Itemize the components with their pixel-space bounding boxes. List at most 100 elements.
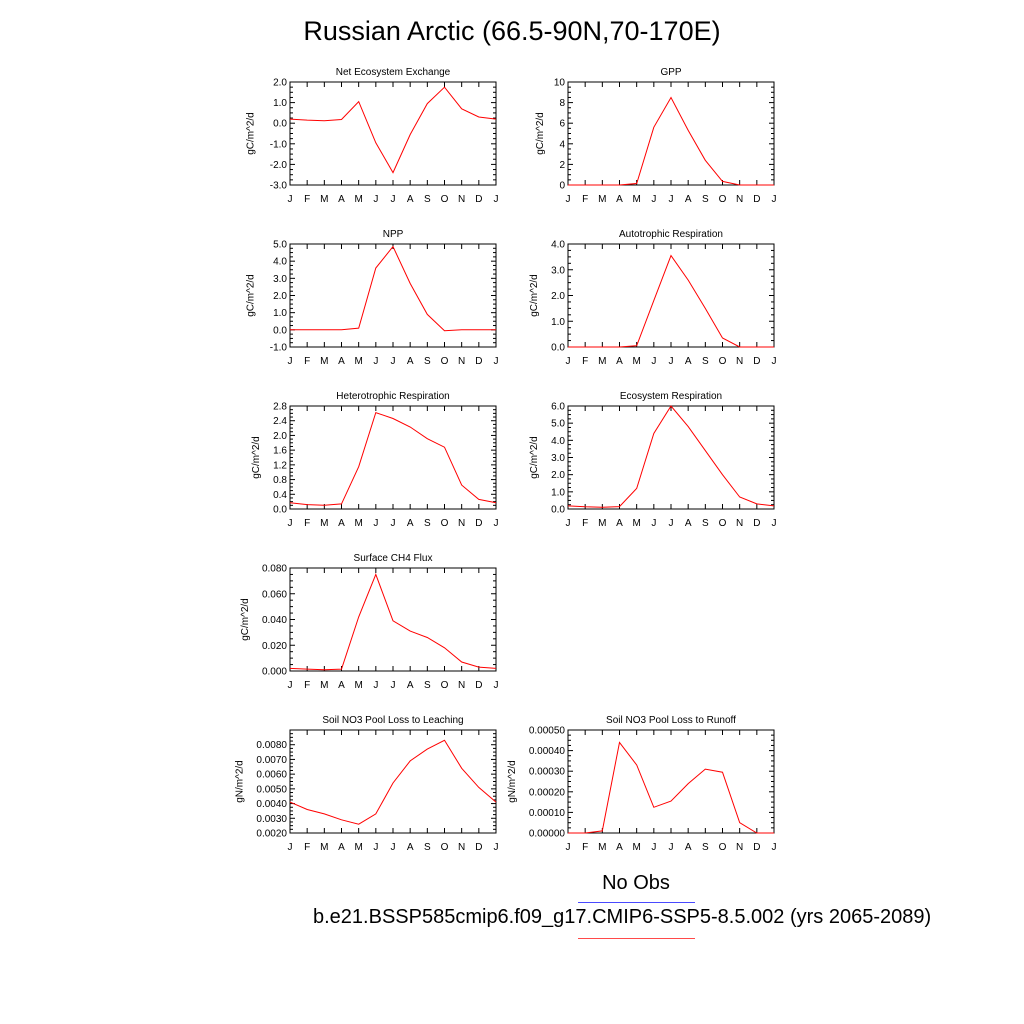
x-tick-label: A [685, 356, 692, 367]
y-tick-label: 2.0 [551, 291, 565, 302]
x-tick-label: J [669, 194, 674, 205]
chart-title: Surface CH4 Flux [354, 553, 433, 564]
y-tick-label: 0.0020 [256, 829, 287, 840]
x-tick-label: M [320, 842, 328, 853]
plot-frame [567, 729, 775, 834]
chart-panel-8: Soil NO3 Pool Loss to Leaching 0.0020 0.00… [234, 715, 498, 853]
y-tick-label: 1.6 [273, 446, 287, 457]
chart-title: Net Ecosystem Exchange [336, 67, 451, 78]
y-tick-label: 3.0 [551, 453, 565, 464]
legend-label-no-obs: No Obs [602, 872, 670, 894]
y-axis-label: gN/m^2/d [234, 760, 245, 803]
x-tick-label: M [632, 194, 640, 205]
chart-panel-5: Heterotrophic Respiration 0.0 0.4 0.8 1.2 1.6… [251, 391, 498, 529]
x-tick-label: S [702, 356, 709, 367]
series-line [568, 741, 774, 834]
y-tick-label: 0.020 [262, 641, 287, 652]
y-tick-label: 1.0 [273, 308, 287, 319]
y-tick-label: 0.0 [273, 119, 287, 130]
chart-panel-6: Ecosystem Respiration 0.0 1.0 2.0 3.0 4.0 5.0 6… [529, 391, 776, 529]
series-line [568, 254, 774, 348]
x-tick-label: J [651, 194, 656, 205]
x-tick-label: J [669, 842, 674, 853]
x-tick-label: A [407, 680, 414, 691]
series-line [289, 739, 497, 825]
x-tick-label: A [338, 842, 345, 853]
x-tick-label: O [441, 518, 449, 529]
y-tick-label: 6 [559, 119, 565, 130]
y-tick-label: 1.2 [273, 460, 287, 471]
x-tick-label: N [736, 518, 743, 529]
chart-title: Soil NO3 Pool Loss to Leaching [322, 715, 463, 726]
y-tick-label: 0.00010 [529, 808, 566, 819]
x-tick-label: M [598, 356, 606, 367]
page-title: Russian Arctic (66.5-90N,70-170E) [303, 16, 721, 46]
y-axis-label: gC/m^2/d [246, 112, 257, 155]
x-tick-label: J [772, 194, 777, 205]
x-tick-label: F [304, 356, 310, 367]
x-tick-label: A [407, 518, 414, 529]
series-line [290, 245, 496, 332]
y-axis-label: gC/m^2/d [529, 274, 540, 317]
x-tick-label: J [651, 518, 656, 529]
x-tick-label: D [475, 356, 482, 367]
x-tick-label: A [685, 518, 692, 529]
x-tick-label: J [566, 842, 571, 853]
x-tick-label: J [494, 680, 499, 691]
x-tick-label: J [651, 356, 656, 367]
x-tick-label: J [288, 680, 293, 691]
x-tick-label: J [288, 842, 293, 853]
chart-title: GPP [660, 67, 681, 78]
y-tick-label: 0.0040 [256, 799, 287, 810]
y-tick-label: -3.0 [270, 181, 288, 192]
y-tick-label: 5.0 [273, 240, 287, 251]
x-tick-label: A [338, 356, 345, 367]
y-tick-label: 2.8 [273, 402, 287, 413]
x-tick-label: D [753, 194, 760, 205]
x-tick-label: M [320, 680, 328, 691]
legend-line-case [578, 938, 695, 939]
x-tick-label: J [373, 356, 378, 367]
x-tick-label: J [373, 842, 378, 853]
y-tick-label: 0.0050 [256, 784, 287, 795]
x-tick-label: J [566, 518, 571, 529]
x-tick-label: F [304, 194, 310, 205]
plot-frame [289, 405, 497, 510]
x-tick-label: M [632, 518, 640, 529]
x-tick-label: J [772, 842, 777, 853]
y-tick-label: 0.040 [262, 615, 287, 626]
x-tick-label: M [320, 194, 328, 205]
y-tick-label: 0.4 [273, 490, 287, 501]
x-tick-label: F [582, 194, 588, 205]
x-tick-label: D [753, 518, 760, 529]
y-tick-label: 0.00050 [529, 726, 566, 737]
y-tick-label: -2.0 [270, 160, 288, 171]
x-tick-label: J [669, 518, 674, 529]
x-tick-label: N [736, 194, 743, 205]
y-tick-label: 8 [559, 98, 565, 109]
x-tick-label: A [616, 518, 623, 529]
y-axis-label: gC/m^2/d [240, 598, 251, 641]
x-tick-label: J [391, 842, 396, 853]
x-tick-label: J [772, 518, 777, 529]
y-tick-label: 0.0080 [256, 740, 287, 751]
x-tick-label: D [475, 680, 482, 691]
x-tick-label: N [458, 842, 465, 853]
x-tick-label: J [391, 356, 396, 367]
x-tick-label: J [391, 194, 396, 205]
y-tick-label: 0.0070 [256, 755, 287, 766]
y-tick-label: 0.0 [273, 505, 287, 516]
x-tick-label: D [475, 194, 482, 205]
chart-title: Ecosystem Respiration [620, 391, 722, 402]
x-tick-label: J [494, 356, 499, 367]
x-tick-label: J [494, 194, 499, 205]
x-tick-label: M [632, 842, 640, 853]
x-tick-label: S [424, 356, 431, 367]
x-tick-label: M [354, 518, 362, 529]
x-tick-label: D [753, 356, 760, 367]
y-tick-label: 4 [559, 139, 565, 150]
y-tick-label: 3.0 [273, 274, 287, 285]
chart-panel-1: Net Ecosystem Exchange -3.0 -2.0 -1.0 0.0 1.0… [246, 67, 499, 205]
